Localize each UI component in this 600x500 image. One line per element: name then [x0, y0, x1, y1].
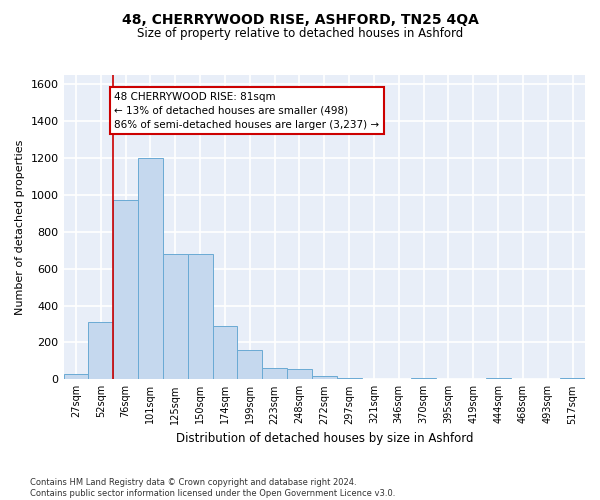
Bar [88, 322, 113, 380]
Bar [560, 378, 585, 380]
Bar [262, 368, 287, 380]
Bar [188, 254, 212, 380]
Bar [212, 326, 238, 380]
Bar [163, 254, 188, 380]
Text: Contains HM Land Registry data © Crown copyright and database right 2024.
Contai: Contains HM Land Registry data © Crown c… [30, 478, 395, 498]
Bar [113, 200, 138, 380]
Text: 48, CHERRYWOOD RISE, ASHFORD, TN25 4QA: 48, CHERRYWOOD RISE, ASHFORD, TN25 4QA [122, 12, 478, 26]
Bar [337, 378, 362, 380]
Bar [312, 376, 337, 380]
Bar [287, 369, 312, 380]
Text: 48 CHERRYWOOD RISE: 81sqm
← 13% of detached houses are smaller (498)
86% of semi: 48 CHERRYWOOD RISE: 81sqm ← 13% of detac… [115, 92, 380, 130]
Bar [238, 350, 262, 380]
Text: Size of property relative to detached houses in Ashford: Size of property relative to detached ho… [137, 28, 463, 40]
Y-axis label: Number of detached properties: Number of detached properties [15, 140, 25, 315]
Bar [64, 374, 88, 380]
X-axis label: Distribution of detached houses by size in Ashford: Distribution of detached houses by size … [176, 432, 473, 445]
Bar [485, 378, 511, 380]
Bar [411, 378, 436, 380]
Bar [362, 379, 386, 380]
Bar [138, 158, 163, 380]
